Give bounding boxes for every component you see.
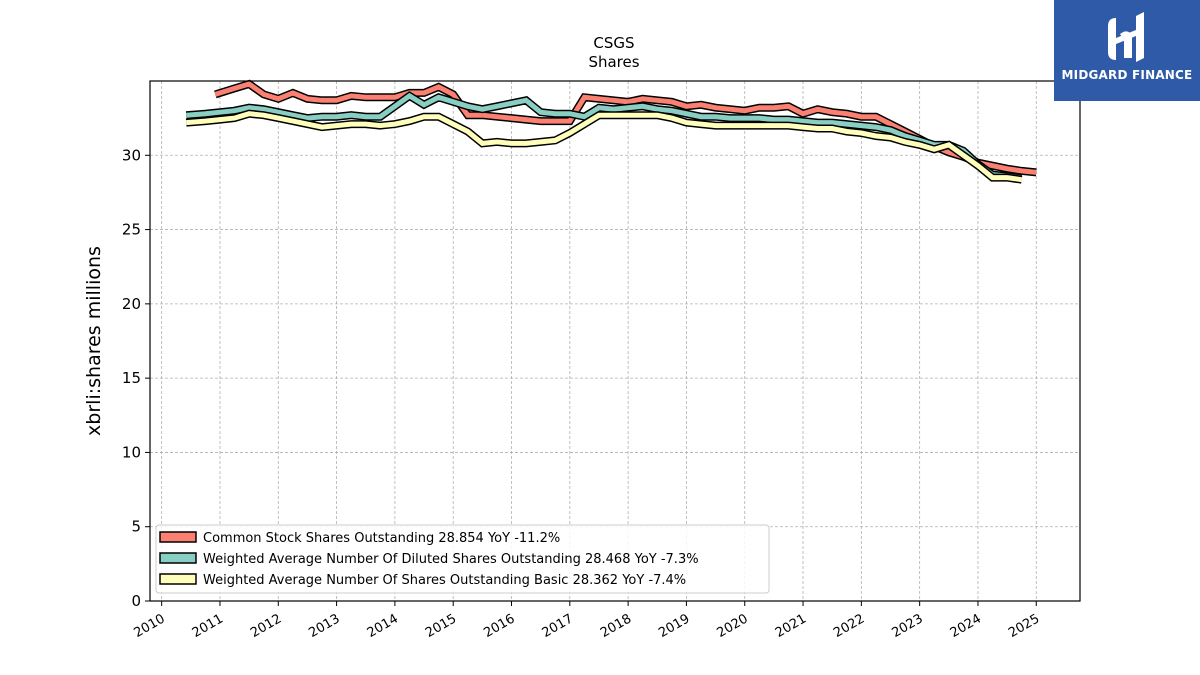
x-tick-label: 2022 bbox=[831, 611, 867, 641]
y-tick-label: 15 bbox=[122, 369, 141, 387]
x-tick-label: 2017 bbox=[540, 611, 576, 641]
x-tick-label: 2015 bbox=[423, 611, 459, 641]
x-tick-label: 2025 bbox=[1006, 611, 1042, 641]
x-tick-label: 2019 bbox=[656, 611, 692, 641]
series-layer bbox=[185, 79, 1037, 184]
legend-swatch bbox=[159, 573, 197, 585]
x-tick-label: 2011 bbox=[190, 611, 226, 641]
x-tick-label: 2020 bbox=[715, 611, 751, 641]
logo-mark-icon bbox=[1108, 12, 1144, 62]
y-tick-label: 5 bbox=[131, 518, 141, 536]
x-tick-label: 2024 bbox=[948, 611, 984, 641]
x-tick-label: 2021 bbox=[773, 611, 809, 641]
x-tick-label: 2018 bbox=[598, 611, 634, 641]
chart-subtitle: Shares bbox=[588, 53, 639, 71]
legend-label: Common Stock Shares Outstanding 28.854 Y… bbox=[203, 531, 560, 546]
series-line-2 bbox=[186, 92, 1023, 181]
y-axis-label: xbrli:shares millions bbox=[83, 246, 105, 436]
x-tick-label: 2012 bbox=[248, 611, 284, 641]
y-tick-label: 30 bbox=[122, 146, 141, 164]
legend-swatch bbox=[159, 552, 197, 564]
legend-swatch bbox=[159, 531, 197, 543]
y-tick-label: 20 bbox=[122, 295, 141, 313]
legend-box bbox=[155, 524, 770, 594]
x-tick-label: 2016 bbox=[481, 611, 517, 641]
y-tick-label: 0 bbox=[131, 592, 141, 610]
plot-frame bbox=[149, 80, 1081, 602]
x-tick-label: 2013 bbox=[306, 611, 342, 641]
x-tick-label: 2010 bbox=[132, 611, 168, 641]
series-line-1 bbox=[214, 81, 1037, 175]
legend-label: Weighted Average Number Of Shares Outsta… bbox=[203, 573, 686, 588]
y-tick-label: 25 bbox=[122, 221, 141, 239]
grid bbox=[150, 81, 1080, 602]
legend-label: Weighted Average Number Of Diluted Share… bbox=[203, 552, 699, 567]
chart-title: CSGS bbox=[593, 34, 634, 52]
x-tick-label: 2014 bbox=[365, 611, 401, 641]
logo-text: MIDGARD FINANCE bbox=[1061, 68, 1193, 82]
series-line-3 bbox=[186, 111, 1023, 183]
legend: Common Stock Shares Outstanding 28.854 Y… bbox=[155, 524, 770, 594]
x-tick-label: 2023 bbox=[889, 611, 925, 641]
midgard-finance-logo: MIDGARD FINANCE bbox=[1054, 0, 1200, 101]
y-tick-label: 10 bbox=[122, 443, 141, 461]
